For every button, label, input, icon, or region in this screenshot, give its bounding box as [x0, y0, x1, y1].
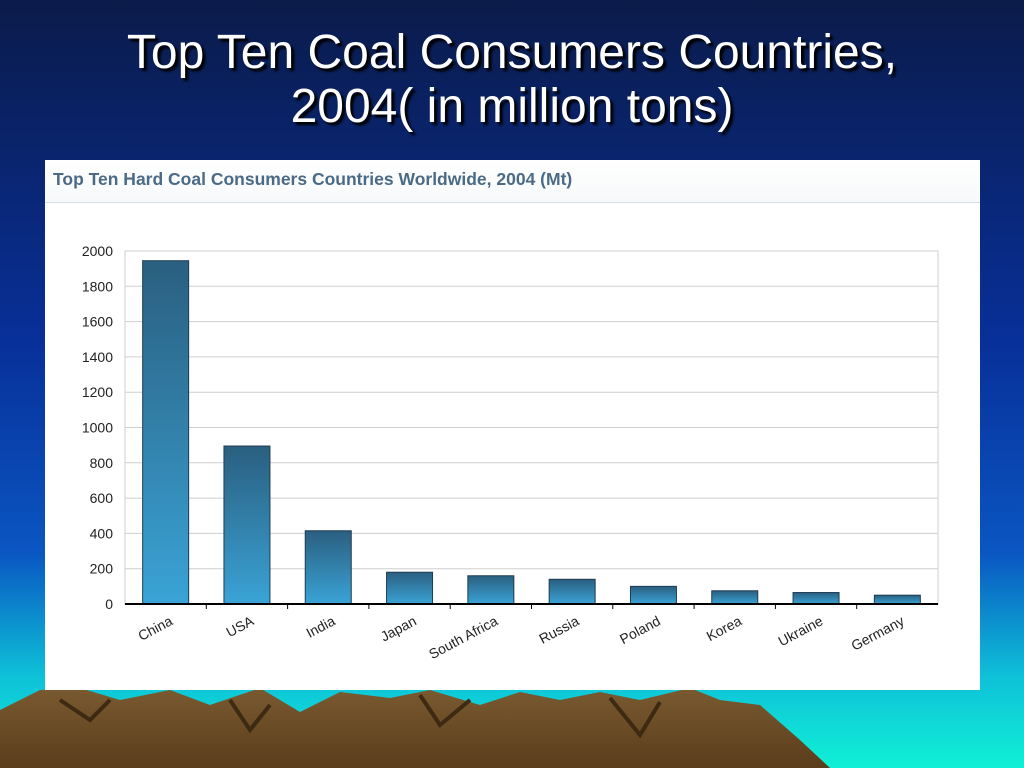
bar-ukraine [792, 592, 840, 605]
y-tick-label: 1600 [82, 314, 113, 330]
slide-title-line-2: 2004( in million tons) [290, 80, 734, 133]
bar-germany [873, 594, 921, 605]
x-category-label: Poland [617, 613, 663, 648]
y-tick-label: 0 [105, 596, 113, 612]
bar-poland [629, 585, 677, 605]
y-tick-label: 2000 [82, 243, 113, 259]
chart-title: Top Ten Hard Coal Consumers Countries Wo… [53, 169, 573, 189]
y-tick-label: 200 [90, 561, 114, 577]
bar-usa [223, 445, 271, 605]
y-tick-label: 800 [90, 455, 114, 471]
bar-chart: 0 200 400 600 800 1000 1200 1400 1600 1800 2000 Chi… [82, 243, 939, 662]
x-category-label: Japan [378, 613, 419, 645]
bar-india [304, 530, 352, 605]
x-category-label: Ukraine [775, 612, 825, 649]
y-tick-label: 1800 [82, 278, 113, 294]
slide-title-line-1: Top Ten Coal Consumers Countries, [126, 26, 898, 79]
y-tick-label: 1400 [82, 349, 113, 365]
bar-korea [711, 590, 759, 605]
y-tick-label: 400 [90, 525, 114, 541]
bar-china [142, 260, 190, 605]
x-category-label: South Africa [426, 612, 500, 662]
x-category-label: USA [223, 612, 257, 640]
x-category-label: Korea [704, 612, 745, 644]
x-category-label: Russia [536, 612, 581, 646]
chart-header: Top Ten Hard Coal Consumers Countries Wo… [45, 160, 980, 203]
y-tick-label: 600 [90, 490, 114, 506]
bar-japan [386, 571, 434, 605]
chart-panel: Top Ten Hard Coal Consumers Countries Wo… [45, 160, 980, 690]
slide-title: Top Ten Coal Consumers Countries, 2004( … [0, 26, 1024, 134]
bar-south-africa [467, 575, 515, 605]
y-tick-label: 1000 [82, 420, 113, 436]
x-category-label: China [135, 612, 175, 643]
mountain-range [0, 688, 830, 768]
y-tick-label: 1200 [82, 384, 113, 400]
bar-russia [548, 578, 596, 605]
x-category-label: India [303, 612, 338, 640]
x-category-label: Germany [848, 613, 906, 654]
